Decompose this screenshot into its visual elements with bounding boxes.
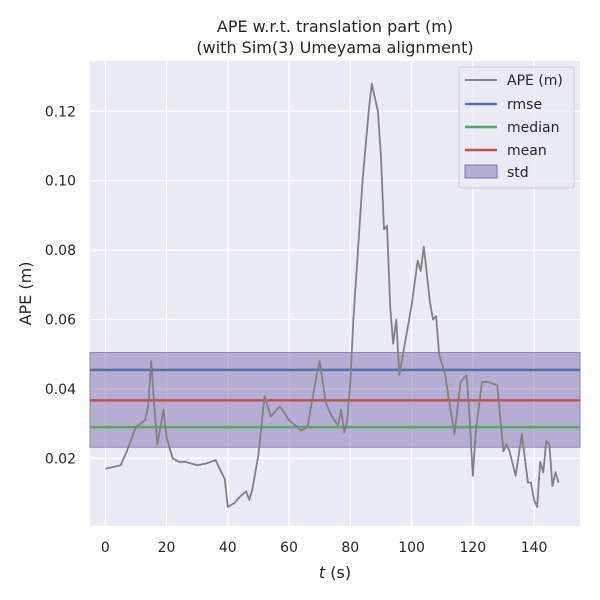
y-tick-label: 0.10 [45,174,76,190]
x-tick-labels: 0 20 40 60 80 100 120 140 [101,540,548,556]
legend-label-median: median [507,120,559,136]
x-tick-label: 80 [341,540,359,556]
y-tick-labels: 0.02 0.04 0.06 0.08 0.10 0.12 [45,104,76,467]
x-tick-label: 60 [280,540,298,556]
legend-swatch-std [464,164,498,179]
legend-label-std: std [507,165,529,181]
chart-title-line2: (with Sim(3) Umeyama alignment) [196,38,473,57]
legend-label-ape: APE (m) [507,73,563,89]
legend-label-rmse: rmse [507,97,542,113]
y-axis-title: APE (m) [16,262,35,326]
y-tick-label: 0.12 [45,104,76,120]
x-tick-label: 40 [219,540,237,556]
x-axis-unit: (s) [325,563,351,582]
y-tick-label: 0.02 [45,451,76,467]
x-tick-label: 0 [101,540,110,556]
x-tick-label: 100 [398,540,425,556]
x-tick-label: 20 [158,540,176,556]
y-tick-label: 0.08 [45,243,76,259]
legend-frame [458,66,575,189]
x-axis-var: t [319,563,326,582]
x-tick-label: 120 [459,540,486,556]
ape-series-layer [105,82,560,508]
y-tick-label: 0.06 [45,313,76,329]
x-axis-title: t (s) [319,563,351,582]
legend: APE (m) rmse median mean std [458,66,575,189]
ape-series-line [105,82,560,508]
chart-title-line1: APE w.r.t. translation part (m) [217,17,453,36]
y-tick-label: 0.04 [45,382,76,398]
legend-label-mean: mean [507,143,547,159]
x-tick-label: 140 [521,540,548,556]
